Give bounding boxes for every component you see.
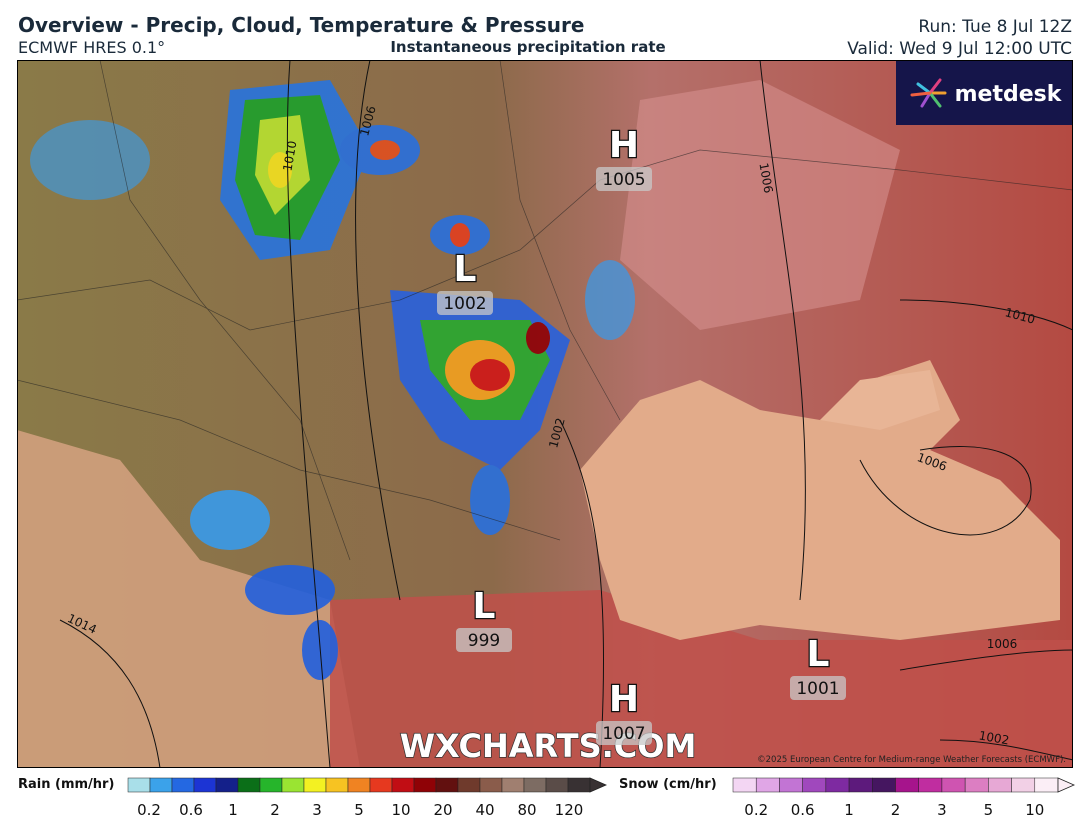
pressure-center-value: 999 [468, 631, 500, 651]
rain-legend-tick: 80 [517, 801, 536, 819]
rain-legend-swatch [171, 777, 195, 793]
isobar-label: 1002 [978, 728, 1011, 747]
pressure-value-box [596, 721, 652, 745]
rain-legend-tick: 40 [475, 801, 494, 819]
rain-legend-swatch [215, 777, 239, 793]
rain-legend-swatch [391, 777, 415, 793]
rain-legend-tick: 0.2 [137, 801, 161, 819]
rain-legend-arrow [589, 777, 607, 793]
logo-icon [910, 78, 947, 108]
rain-legend-tick: 0.6 [179, 801, 203, 819]
snow-legend-swatch [941, 777, 966, 793]
rain-legend-swatch [127, 777, 151, 793]
pressure-center-type: L [454, 249, 477, 290]
pressure-center-type: L [807, 634, 830, 675]
snow-legend-tick: 0.2 [744, 801, 768, 819]
snow-legend-swatch [848, 777, 873, 793]
rain-legend-swatch [457, 777, 481, 793]
pressure-center-value: 1007 [602, 724, 645, 744]
snow-legend-tick: 5 [984, 801, 994, 819]
rain-legend-tick: 120 [555, 801, 584, 819]
pressure-value-box [596, 167, 652, 191]
rain-legend-tick: 5 [354, 801, 364, 819]
snow-legend-swatch [825, 777, 850, 793]
pressure-center-value: 1005 [602, 170, 645, 190]
snow-legend-arrow [1057, 777, 1075, 793]
pressure-value-box [437, 291, 493, 315]
rain-legend-swatch [303, 777, 327, 793]
snow-legend-tick: 2 [891, 801, 901, 819]
snow-legend-swatch [918, 777, 943, 793]
snow-legend-tick: 3 [937, 801, 947, 819]
snow-legend-swatch [1034, 777, 1059, 793]
pressure-center-type: L [473, 586, 496, 627]
rain-legend-tick: 1 [228, 801, 238, 819]
model: ECMWF HRES 0.1° [18, 38, 165, 57]
rain-legend-swatch [325, 777, 349, 793]
snow-legend-tick: 1 [844, 801, 854, 819]
isobar-label: 1006 [756, 162, 775, 195]
pressure-center-value: 1001 [796, 679, 839, 699]
rain-legend-swatch [523, 777, 547, 793]
snow-legend-tick: 10 [1025, 801, 1044, 819]
rain-legend-swatch [567, 777, 591, 793]
rain-legend-label: Rain (mm/hr) [18, 777, 114, 792]
rain-legend-swatch [237, 777, 261, 793]
rain-legend-swatch [193, 777, 217, 793]
rain-legend-tick: 3 [312, 801, 322, 819]
rain-legend-swatch [347, 777, 371, 793]
pressure-center-type: H [609, 125, 639, 166]
snow-legend-swatch [1011, 777, 1036, 793]
snow-legend-swatch [732, 777, 757, 793]
rain-legend-tick: 10 [391, 801, 410, 819]
rain-legend-swatch [435, 777, 459, 793]
snow-legend-swatch [895, 777, 919, 793]
isobar-label: 1010 [280, 140, 299, 173]
snow-legend-label: Snow (cm/hr) [619, 777, 717, 792]
valid: Valid: Wed 9 Jul 12:00 UTC [847, 39, 1072, 59]
pressure-center-type: H [609, 679, 639, 720]
pressure-value-box [456, 628, 512, 652]
rain-legend-swatch [413, 777, 437, 793]
isobar-label: 1006 [987, 637, 1018, 651]
rain-legend-swatch [479, 777, 503, 793]
product: Instantaneous precipitation rate [390, 38, 665, 56]
logo-text: metdesk [955, 82, 1063, 107]
rain-legend-tick: 20 [433, 801, 452, 819]
snow-legend-swatch [755, 777, 780, 793]
title: Overview - Precip, Cloud, Temperature & … [18, 13, 584, 37]
snow-legend-swatch [802, 777, 827, 793]
pressure-value-box [790, 676, 846, 700]
rain-legend-swatch [545, 777, 569, 793]
snow-legend-swatch [779, 777, 803, 793]
rain-legend-swatch [259, 777, 283, 793]
rain-legend-swatch [149, 777, 173, 793]
copyright: ©2025 European Centre for Medium-range W… [757, 755, 1066, 765]
map [17, 60, 1073, 768]
snow-legend-swatch [964, 777, 989, 793]
rain-legend-swatch [369, 777, 393, 793]
rain-legend-swatch [281, 777, 305, 793]
rain-legend-tick: 2 [270, 801, 280, 819]
snow-legend-tick: 0.6 [791, 801, 815, 819]
rain-legend-swatch [501, 777, 525, 793]
run: Run: Tue 8 Jul 12Z [918, 17, 1072, 37]
pressure-center-value: 1002 [443, 294, 486, 314]
snow-legend-swatch [872, 777, 896, 793]
snow-legend-swatch [988, 777, 1012, 793]
